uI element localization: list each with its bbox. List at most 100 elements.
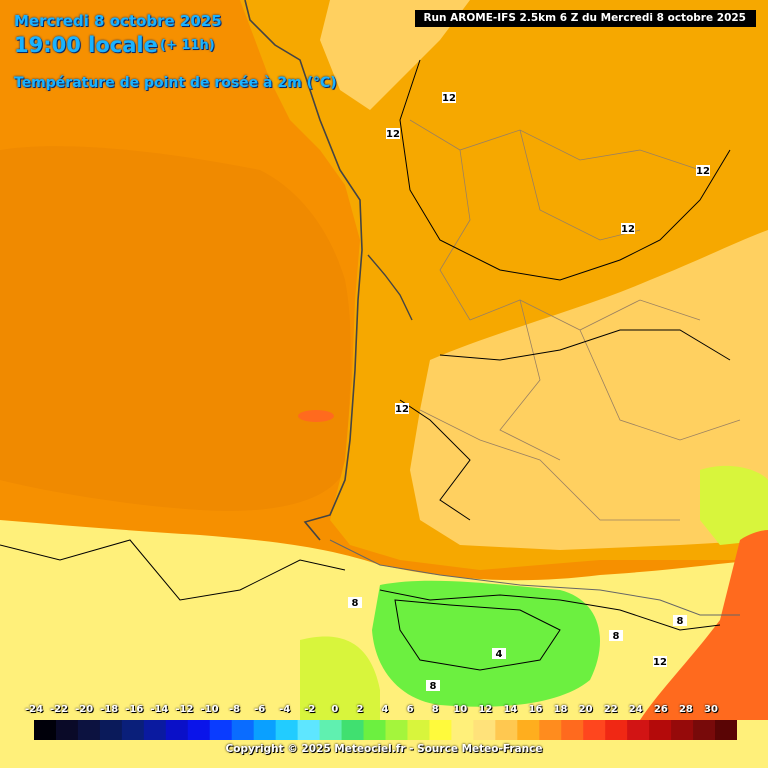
border-spain (329, 539, 740, 616)
contour-label-layer: 12 12 12 12 12 8 8 8 4 12 8 (348, 92, 710, 692)
contour-label-bg (386, 128, 400, 139)
scale-swatch (165, 720, 189, 740)
scale-swatch (297, 720, 321, 740)
scale-tick-label: 22 (603, 704, 618, 715)
contour-label-bg (348, 597, 362, 608)
scale-tick-label: -2 (304, 704, 316, 715)
scale-tick-label: -16 (125, 704, 144, 715)
scale-swatch (671, 720, 694, 740)
run-label: Run AROME-IFS 2.5km 6 Z du Mercredi 8 oc… (415, 10, 756, 27)
scale-tick-label: -24 (24, 704, 44, 715)
scale-swatch (77, 720, 101, 740)
color-scale (34, 720, 737, 740)
scale-swatch (539, 720, 562, 740)
scale-swatch (363, 720, 387, 740)
scale-tick-label: 0 (331, 704, 339, 715)
scale-tick-label: -14 (150, 704, 169, 715)
field-hot-spot (298, 410, 334, 422)
scale-swatch (187, 720, 211, 740)
scale-tick-label: 30 (704, 704, 718, 715)
scale-swatch (451, 720, 474, 740)
scale-tick-label: 24 (628, 704, 643, 715)
forecast-date: Mercredi 8 octobre 2025 (14, 12, 222, 30)
contour-label-bg (621, 223, 635, 234)
scale-swatch (473, 720, 496, 740)
scale-swatch (99, 720, 123, 740)
scale-swatch (429, 720, 453, 740)
scale-swatch (627, 720, 650, 740)
scale-swatch (34, 720, 57, 740)
scale-swatch (55, 720, 79, 740)
contour-label: 8 (430, 681, 437, 692)
contour-label: 12 (442, 93, 456, 104)
scale-swatch (275, 720, 299, 740)
field-hot-mediterranean (640, 530, 768, 720)
scale-tick-label: -4 (279, 704, 291, 715)
scale-tick-label: -12 (175, 704, 194, 715)
contour-label: 8 (613, 631, 620, 642)
forecast-lead-time: (+ 11h) (160, 38, 215, 53)
scale-tick-label: -10 (200, 704, 219, 715)
scale-swatch (495, 720, 518, 740)
copyright-notice: Copyright © 2025 Meteociel.fr - Source M… (225, 743, 543, 755)
contour-8 (0, 539, 721, 631)
contour-4 (394, 599, 561, 671)
contour-label: 12 (696, 166, 710, 177)
land-north-light (320, 0, 470, 110)
scale-tick-label: 6 (406, 704, 414, 715)
coastline (244, 0, 363, 541)
ocean-core-field (0, 146, 351, 511)
scale-swatch (605, 720, 628, 740)
contour-label-bg (426, 680, 440, 691)
scale-swatch (407, 720, 431, 740)
scale-swatch (385, 720, 409, 740)
scale-tick-label: -8 (229, 704, 241, 715)
contour-label-bg (395, 403, 409, 414)
scale-tick-label: -18 (100, 704, 119, 715)
parameter-title: Température de point de rosée à 2m (°C) (14, 75, 337, 91)
scale-tick-label: 16 (528, 704, 543, 715)
scale-tick-label: 20 (578, 704, 593, 715)
scale-swatch (561, 720, 584, 740)
contour-label: 12 (395, 404, 409, 415)
contour-label: 8 (677, 616, 684, 627)
contour-label-bg (609, 630, 623, 641)
field-lime-east (700, 465, 768, 545)
scale-tick-label: -6 (254, 704, 266, 715)
scale-tick-label: 14 (503, 704, 518, 715)
scale-swatch (231, 720, 255, 740)
scale-swatch (209, 720, 233, 740)
regional-borders (409, 119, 741, 521)
scale-tick-label: 8 (431, 704, 439, 715)
field-lime (300, 636, 380, 720)
scale-swatch (517, 720, 540, 740)
scale-tick-label: 2 (356, 704, 364, 715)
scale-swatch (341, 720, 365, 740)
contour-label-bg (696, 165, 710, 176)
scale-swatch (121, 720, 145, 740)
land-interior-light (410, 230, 768, 550)
scale-tick-label: -20 (75, 704, 94, 715)
contour-label: 12 (621, 224, 635, 235)
scale-swatch (143, 720, 167, 740)
scale-swatch (583, 720, 606, 740)
scale-swatch (253, 720, 277, 740)
scale-swatch (319, 720, 343, 740)
forecast-hour: 19:00 locale (14, 33, 158, 57)
scale-swatch (649, 720, 672, 740)
scale-tick-label: 10 (453, 704, 468, 715)
scale-tick-label: 28 (678, 704, 693, 715)
contour-label: 12 (653, 657, 667, 668)
contour-12 (399, 59, 731, 521)
contour-label-bg (492, 648, 506, 659)
contour-label-bg (442, 92, 456, 103)
contour-label: 8 (352, 598, 359, 609)
contour-label: 12 (386, 129, 400, 140)
scale-tick-label: 12 (478, 704, 493, 715)
scale-tick-label: 4 (381, 704, 389, 715)
scale-tick-label: 26 (653, 704, 668, 715)
contour-label-bg (653, 656, 667, 667)
scale-tick-label: -22 (50, 704, 69, 715)
scale-tick-label: 18 (553, 704, 568, 715)
